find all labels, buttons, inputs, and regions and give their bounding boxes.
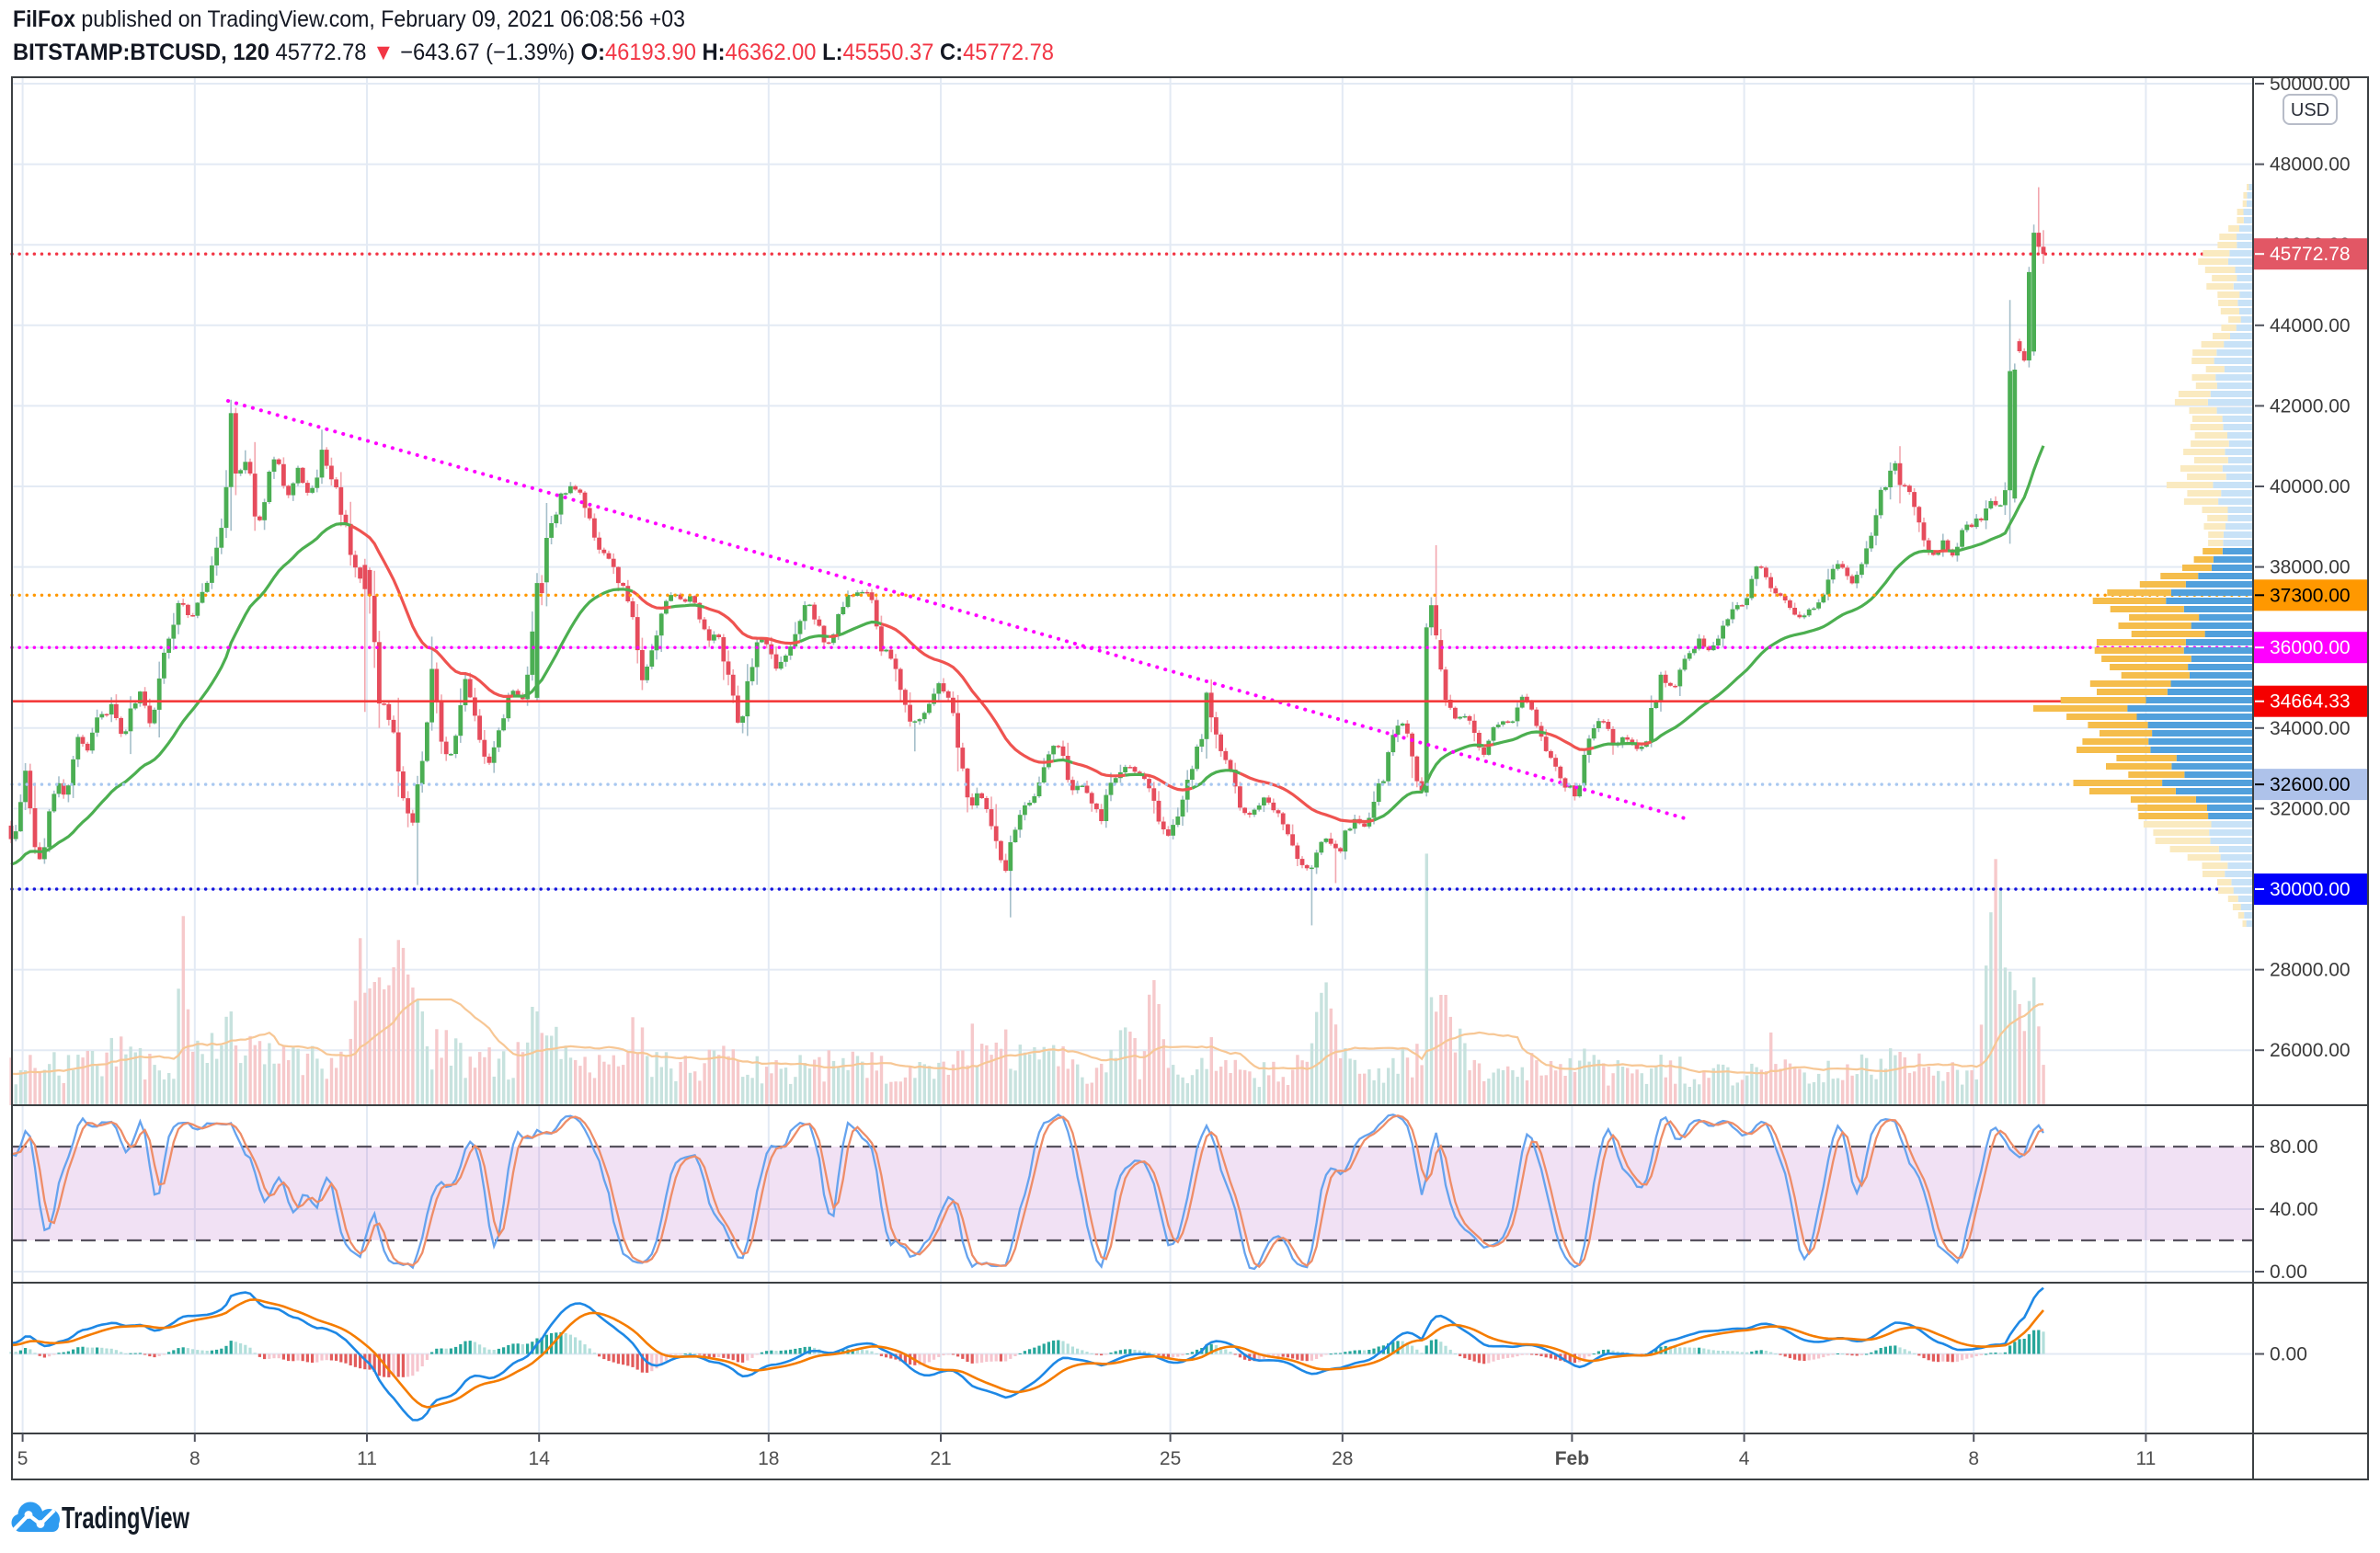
svg-text:25: 25 — [1160, 1448, 1181, 1469]
svg-text:37300.00: 37300.00 — [2270, 585, 2351, 606]
svg-text:TradingView: TradingView — [62, 1501, 189, 1535]
svg-text:14: 14 — [529, 1448, 551, 1469]
svg-text:28000.00: 28000.00 — [2270, 960, 2351, 981]
svg-text:32000.00: 32000.00 — [2270, 798, 2351, 819]
svg-text:44000.00: 44000.00 — [2270, 315, 2351, 337]
svg-text:32600.00: 32600.00 — [2270, 774, 2351, 795]
svg-text:38000.00: 38000.00 — [2270, 557, 2351, 578]
svg-text:Feb: Feb — [1555, 1448, 1589, 1469]
svg-text:40000.00: 40000.00 — [2270, 476, 2351, 497]
svg-text:21: 21 — [930, 1448, 951, 1469]
svg-text:18: 18 — [758, 1448, 779, 1469]
svg-text:36000.00: 36000.00 — [2270, 637, 2351, 658]
svg-text:45772.78: 45772.78 — [2270, 244, 2351, 265]
svg-text:34000.00: 34000.00 — [2270, 718, 2351, 739]
svg-text:0.00: 0.00 — [2270, 1344, 2307, 1365]
svg-text:USD: USD — [2291, 100, 2329, 120]
svg-text:11: 11 — [2135, 1448, 2156, 1469]
svg-text:26000.00: 26000.00 — [2270, 1040, 2351, 1061]
svg-text:28: 28 — [1332, 1448, 1353, 1469]
svg-text:30000.00: 30000.00 — [2270, 879, 2351, 900]
svg-text:4: 4 — [1739, 1448, 1750, 1469]
svg-text:42000.00: 42000.00 — [2270, 395, 2351, 417]
svg-text:80.00: 80.00 — [2270, 1136, 2318, 1158]
svg-text:0.00: 0.00 — [2270, 1262, 2307, 1283]
svg-text:5: 5 — [17, 1448, 29, 1469]
svg-text:50000.00: 50000.00 — [2270, 74, 2351, 95]
svg-text:34664.33: 34664.33 — [2270, 691, 2351, 713]
svg-text:8: 8 — [1968, 1448, 1979, 1469]
svg-text:48000.00: 48000.00 — [2270, 154, 2351, 176]
svg-text:FilFox published on TradingVie: FilFox published on TradingView.com, Feb… — [13, 6, 685, 32]
svg-text:11: 11 — [357, 1448, 377, 1469]
svg-text:BITSTAMP:BTCUSD, 120 45772.78: BITSTAMP:BTCUSD, 120 45772.78 ▼ −643.67 … — [13, 40, 1054, 65]
svg-text:8: 8 — [189, 1448, 200, 1469]
svg-text:40.00: 40.00 — [2270, 1199, 2318, 1220]
